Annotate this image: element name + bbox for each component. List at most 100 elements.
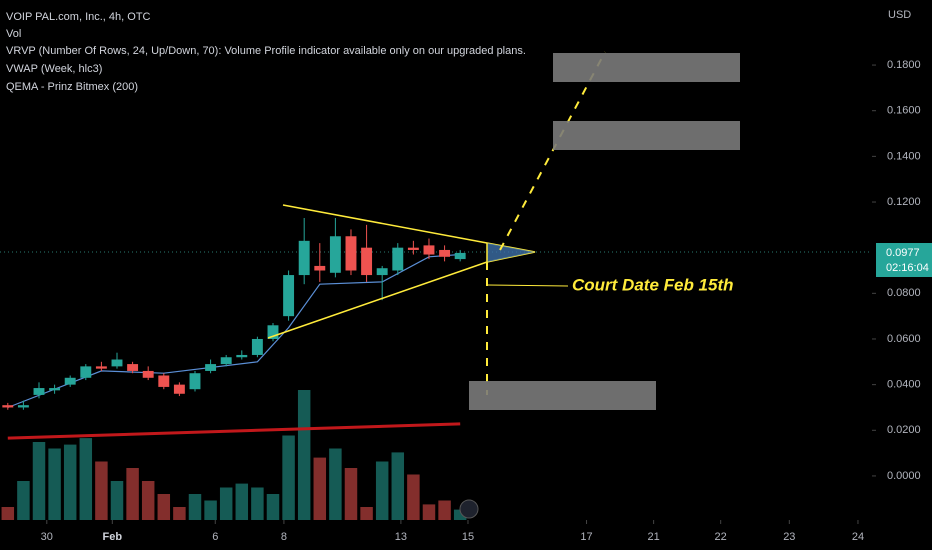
currency: USD bbox=[888, 9, 911, 21]
candle-body bbox=[329, 236, 341, 273]
candle-body bbox=[158, 375, 170, 387]
candle-body bbox=[95, 366, 107, 369]
candle-body bbox=[392, 247, 404, 271]
volume-bar bbox=[422, 504, 436, 520]
volume-bar bbox=[204, 500, 217, 520]
x-tick-label: 22 bbox=[715, 531, 727, 543]
volume-bar bbox=[360, 507, 373, 520]
target-box bbox=[469, 381, 656, 410]
alert-icon[interactable] bbox=[459, 499, 479, 519]
candle-body bbox=[2, 405, 14, 408]
volume-bar bbox=[79, 438, 93, 520]
volume-bar bbox=[375, 461, 389, 520]
volume-bar bbox=[251, 487, 264, 520]
x-tick-label: 24 bbox=[852, 531, 864, 543]
triangle-fill bbox=[487, 243, 535, 262]
x-tick-label: 23 bbox=[783, 531, 795, 543]
volume-bar bbox=[17, 481, 30, 520]
annotation: Court Date Feb 15th bbox=[572, 275, 734, 294]
x-tick-label: 15 bbox=[462, 531, 474, 543]
candle-body bbox=[267, 325, 279, 339]
legend-line: VRVP (Number Of Rows, 24, Up/Down, 70): … bbox=[6, 45, 526, 57]
candle-body bbox=[80, 366, 92, 378]
candle-body bbox=[17, 405, 29, 408]
volume-bar bbox=[453, 509, 467, 520]
y-tick-label: 0.1800 bbox=[887, 59, 921, 71]
candle-body bbox=[314, 265, 326, 271]
candle-body bbox=[189, 373, 201, 390]
volume-bar bbox=[313, 457, 327, 520]
candle-body bbox=[236, 354, 248, 358]
volume-bar bbox=[173, 507, 186, 520]
volume-bar bbox=[188, 494, 202, 520]
candle-body bbox=[423, 245, 435, 255]
x-tick-label: Feb bbox=[103, 531, 123, 543]
x-tick-label: 30 bbox=[41, 531, 53, 543]
volume-bar bbox=[95, 461, 108, 520]
volume-bar bbox=[48, 448, 61, 520]
volume-bar bbox=[297, 390, 311, 520]
y-tick-label: 0.0400 bbox=[887, 379, 921, 391]
target-box bbox=[553, 121, 740, 150]
volume-bar bbox=[235, 483, 249, 520]
x-tick-label: 13 bbox=[395, 531, 407, 543]
candle-body bbox=[220, 357, 232, 365]
candle-body bbox=[454, 252, 466, 260]
candle-body bbox=[205, 364, 217, 371]
projection bbox=[499, 51, 606, 251]
candle-body bbox=[251, 338, 263, 355]
volume-bar bbox=[63, 444, 77, 520]
x-tick-label: 21 bbox=[647, 531, 659, 543]
candle-body bbox=[33, 388, 45, 395]
x-tick-label: 6 bbox=[212, 531, 218, 543]
volume-bar bbox=[126, 468, 139, 520]
qema-line bbox=[7, 422, 461, 440]
y-tick-label: 0.1600 bbox=[887, 105, 921, 117]
vwap-line bbox=[7, 253, 461, 409]
legend-line: Vol bbox=[6, 28, 21, 40]
candle-body bbox=[283, 275, 295, 317]
candle-body bbox=[439, 249, 451, 257]
volume-bar bbox=[219, 487, 233, 520]
last-price: 0.0977 bbox=[886, 247, 920, 259]
candle-body bbox=[142, 370, 154, 378]
volume-bar bbox=[344, 468, 358, 520]
annotation-arrow bbox=[486, 284, 569, 287]
candle-body bbox=[361, 247, 373, 276]
y-tick-label: 0.0000 bbox=[887, 470, 921, 482]
candle-body bbox=[376, 268, 388, 276]
candle-body bbox=[127, 364, 139, 371]
y-tick-label: 0.1200 bbox=[887, 196, 921, 208]
candle-body bbox=[49, 388, 61, 391]
countdown: 02:16:04 bbox=[886, 262, 929, 274]
candle-body bbox=[298, 240, 310, 276]
y-tick-label: 0.1400 bbox=[887, 150, 921, 162]
volume-bar bbox=[141, 481, 155, 520]
volume-bar bbox=[438, 500, 451, 520]
y-tick-label: 0.0200 bbox=[887, 424, 921, 436]
y-tick-label: 0.0800 bbox=[887, 287, 921, 299]
volume-bar bbox=[391, 452, 405, 520]
volume-bar bbox=[266, 494, 280, 520]
x-tick-label: 17 bbox=[580, 531, 592, 543]
volume-bar bbox=[110, 481, 124, 520]
volume-bar bbox=[282, 435, 295, 520]
volume-bar bbox=[407, 474, 420, 520]
volume-bar bbox=[329, 448, 342, 520]
legend-title: VOIP PAL.com, Inc., 4h, OTC bbox=[6, 11, 151, 23]
plot: 0.1800 0.1600 0.1400 0.1200 0.0800 0.0600 0.04… bbox=[1, 59, 921, 543]
volume-bar bbox=[157, 494, 171, 520]
target-box bbox=[553, 53, 740, 82]
y-tick-label: 0.0600 bbox=[887, 333, 921, 345]
candle-body bbox=[64, 377, 76, 385]
volume-bar bbox=[32, 442, 46, 520]
candle-body bbox=[407, 247, 419, 250]
x-tick-label: 8 bbox=[281, 531, 287, 543]
volume-bar bbox=[1, 507, 15, 520]
legend-line: QEMA - Prinz Bitmex (200) bbox=[6, 81, 138, 93]
legend-line: VWAP (Week, hlc3) bbox=[6, 63, 102, 75]
candle-body bbox=[345, 236, 357, 271]
candle-body bbox=[111, 359, 123, 367]
